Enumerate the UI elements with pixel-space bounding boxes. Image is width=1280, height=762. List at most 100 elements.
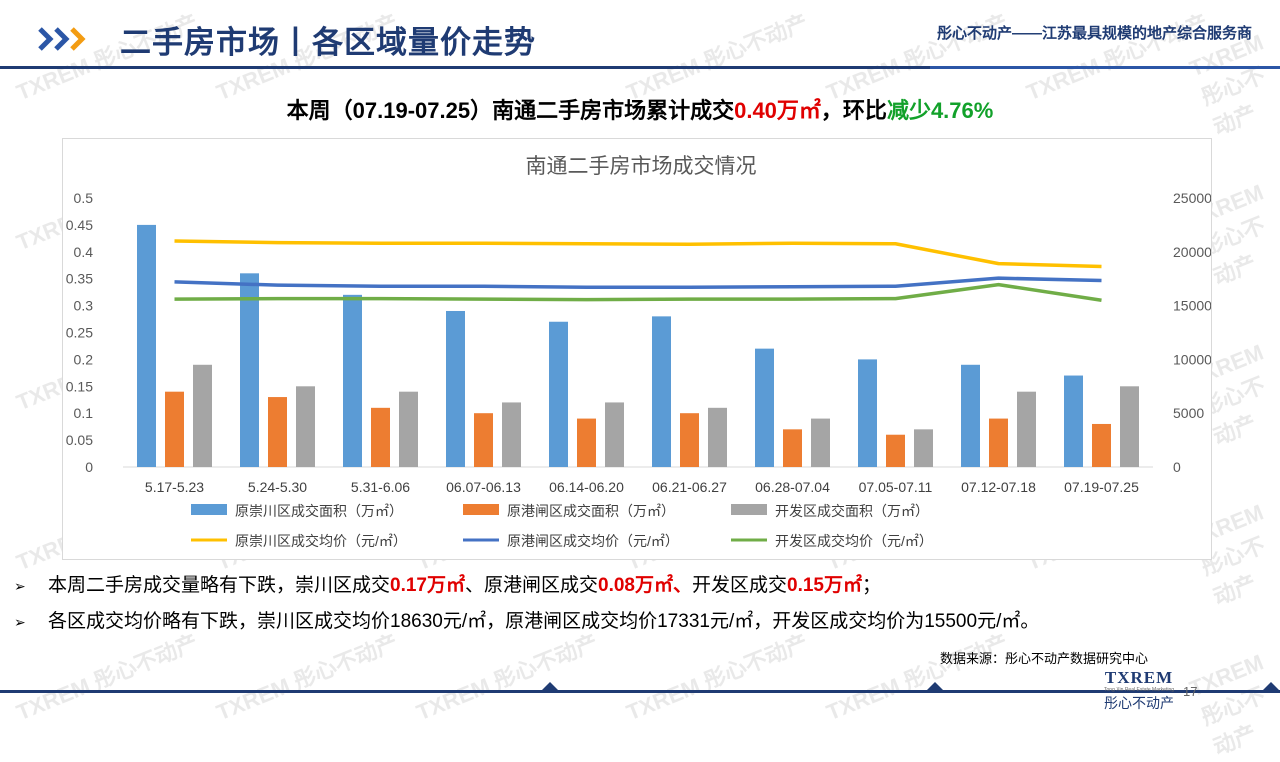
bar-2 (371, 407, 390, 467)
x-tick-label: 5.17-5.23 (145, 479, 204, 495)
watermark-text: TXREM 彤心不动产 (412, 629, 602, 726)
bar-2 (783, 429, 802, 467)
bar-3 (502, 402, 521, 467)
summary-headline: 本周（07.19-07.25）南通二手房市场累计成交0.40万㎡，环比减少4.7… (0, 93, 1280, 125)
bar-2 (680, 413, 699, 467)
bullet-text: 、原港闸区成交 (465, 575, 599, 596)
watermark-text: TXREM 彤心不动产 (622, 629, 812, 726)
bar-2 (577, 418, 596, 467)
y-left-tick-label: 0.3 (74, 298, 94, 314)
footer-divider (0, 690, 1280, 693)
legend-label: 原港闸区成交均价（元/㎡） (507, 533, 679, 549)
bullet-text: 各区成交均价略有下跌，崇川区成交均价18630元/㎡，原港闸区成交均价17331… (48, 611, 1040, 632)
watermark-text: TXREM 彤心不动产 (1186, 649, 1269, 760)
bar-1 (549, 321, 568, 467)
bar-2 (474, 413, 493, 467)
chart-title: 南通二手房市场成交情况 (526, 155, 757, 178)
footer-triangle-icon (1262, 682, 1280, 691)
arrow-bullet-icon: ➢ (14, 614, 26, 630)
chevron-arrows-icon (38, 27, 86, 51)
y-left-tick-label: 0.5 (74, 190, 94, 206)
bar-1 (137, 224, 156, 467)
bar-2 (1092, 423, 1111, 467)
legend-label: 原港闸区成交面积（万㎡） (507, 503, 675, 519)
logo-subtext: Tong Xin Real Estate Marketing (1103, 687, 1175, 693)
y-right-tick-label: 15000 (1173, 298, 1211, 314)
bullet-text: 开发区成交 (692, 575, 788, 596)
legend-swatch-bar (191, 504, 227, 515)
footer-triangle-icon (541, 682, 559, 691)
bar-2 (268, 397, 287, 467)
arrow-bullet-icon: ➢ (14, 578, 26, 594)
watermark-text: TXREM 彤心不动产 (822, 9, 1012, 106)
legend-swatch-bar (463, 504, 499, 515)
bar-2 (165, 391, 184, 467)
line-series-1 (174, 239, 1102, 269)
bar-1 (858, 359, 877, 467)
logo-cn-text: 彤心不动产 (1104, 695, 1174, 711)
y-right-tick-label: 10000 (1173, 351, 1211, 367)
watermark-text: TXREM 彤心不动产 (1022, 9, 1212, 106)
x-tick-label: 06.28-07.04 (755, 479, 830, 495)
legend-label: 原崇川区成交面积（万㎡） (235, 503, 403, 519)
header-divider (0, 66, 1280, 69)
combo-chart: 南通二手房市场成交情况 0 0.05 0.1 0.15 0.2 0.25 0.3 0.35 0.4… (66, 155, 1211, 549)
bar-1 (961, 364, 980, 467)
y-left-tick-label: 0.15 (66, 378, 93, 394)
headline-text: 本周（07.19-07.25）南通二手房市场累计成交 (286, 98, 735, 123)
y-left-tick-label: 0.05 (66, 432, 93, 448)
x-tick-label: 06.21-06.27 (652, 479, 727, 495)
y-right-tick-label: 5000 (1173, 405, 1204, 421)
bullet-item-volume: ➢ 本周二手房成交量略有下跌，崇川区成交0.17万㎡、原港闸区成交0.08万㎡、开… (14, 568, 1039, 604)
bar-3 (399, 391, 418, 467)
headline-text-2: ，环比 (820, 98, 887, 123)
header-divider-accent (930, 66, 1280, 69)
chart-container: 南通二手房市场成交情况 0 0.05 0.1 0.15 0.2 0.25 0.3 0.35 0.4… (62, 138, 1212, 560)
page-number: 17 (1183, 684, 1198, 699)
headline-volume: 0.40万㎡ (734, 98, 821, 123)
bar-1 (652, 316, 671, 467)
bar-3 (1120, 386, 1139, 467)
bar-2 (886, 434, 905, 467)
bar-1 (343, 294, 362, 467)
line-series-2 (174, 276, 1102, 290)
y-left-tick-label: 0.1 (74, 405, 94, 421)
bullet-item-price: ➢ 各区成交均价略有下跌，崇川区成交均价18630元/㎡，原港闸区成交均价1733… (14, 604, 1039, 640)
headline-change: 减少4.76% (886, 98, 994, 123)
line-series-3 (174, 282, 1102, 302)
bar-1 (1064, 375, 1083, 467)
bar-2 (989, 418, 1008, 467)
x-tick-label: 06.14-06.20 (549, 479, 624, 495)
bar-3 (811, 418, 830, 467)
company-tagline: 彤心不动产——江苏最具规模的地产综合服务商 (936, 25, 1252, 42)
legend-swatch-bar (731, 504, 767, 515)
bar-1 (755, 348, 774, 467)
y-left-tick-label: 0.2 (74, 351, 94, 367)
watermark-text: TXREM 彤心不动产 (622, 9, 812, 106)
y-right-tick-label: 20000 (1173, 244, 1211, 260)
company-logo: TXREM Tong Xin Real Estate Marketing 彤心不… (1098, 669, 1180, 719)
x-tick-label: 07.12-07.18 (961, 479, 1036, 495)
bullet-text: ； (862, 575, 882, 596)
bullet-value: 0.17万㎡ (390, 575, 465, 596)
y-right-tick-label: 0 (1173, 459, 1181, 475)
x-tick-label: 07.19-07.25 (1064, 479, 1139, 495)
bar-1 (446, 310, 465, 467)
bar-3 (605, 402, 624, 467)
y-left-tick-label: 0.4 (74, 244, 94, 260)
bullet-value: 0.15万㎡ (787, 575, 862, 596)
watermark-text: TXREM 彤心不动产 (822, 629, 1012, 726)
legend-label: 开发区成交面积（万㎡） (775, 503, 929, 519)
bar-3 (914, 429, 933, 467)
bar-3 (193, 364, 212, 467)
y-left-tick-label: 0.45 (66, 217, 93, 233)
y-left-tick-label: 0.35 (66, 271, 93, 287)
footer-triangle-icon (926, 682, 944, 691)
y-left-tick-label: 0.25 (66, 325, 93, 341)
bar-3 (296, 386, 315, 467)
data-source: 数据来源：彤心不动产数据研究中心 (939, 651, 1148, 666)
bullet-list: ➢ 本周二手房成交量略有下跌，崇川区成交0.17万㎡、原港闸区成交0.08万㎡、开… (14, 568, 1039, 640)
bar-3 (708, 407, 727, 467)
x-tick-label: 5.24-5.30 (248, 479, 307, 495)
legend-label: 原崇川区成交均价（元/㎡） (235, 533, 407, 549)
